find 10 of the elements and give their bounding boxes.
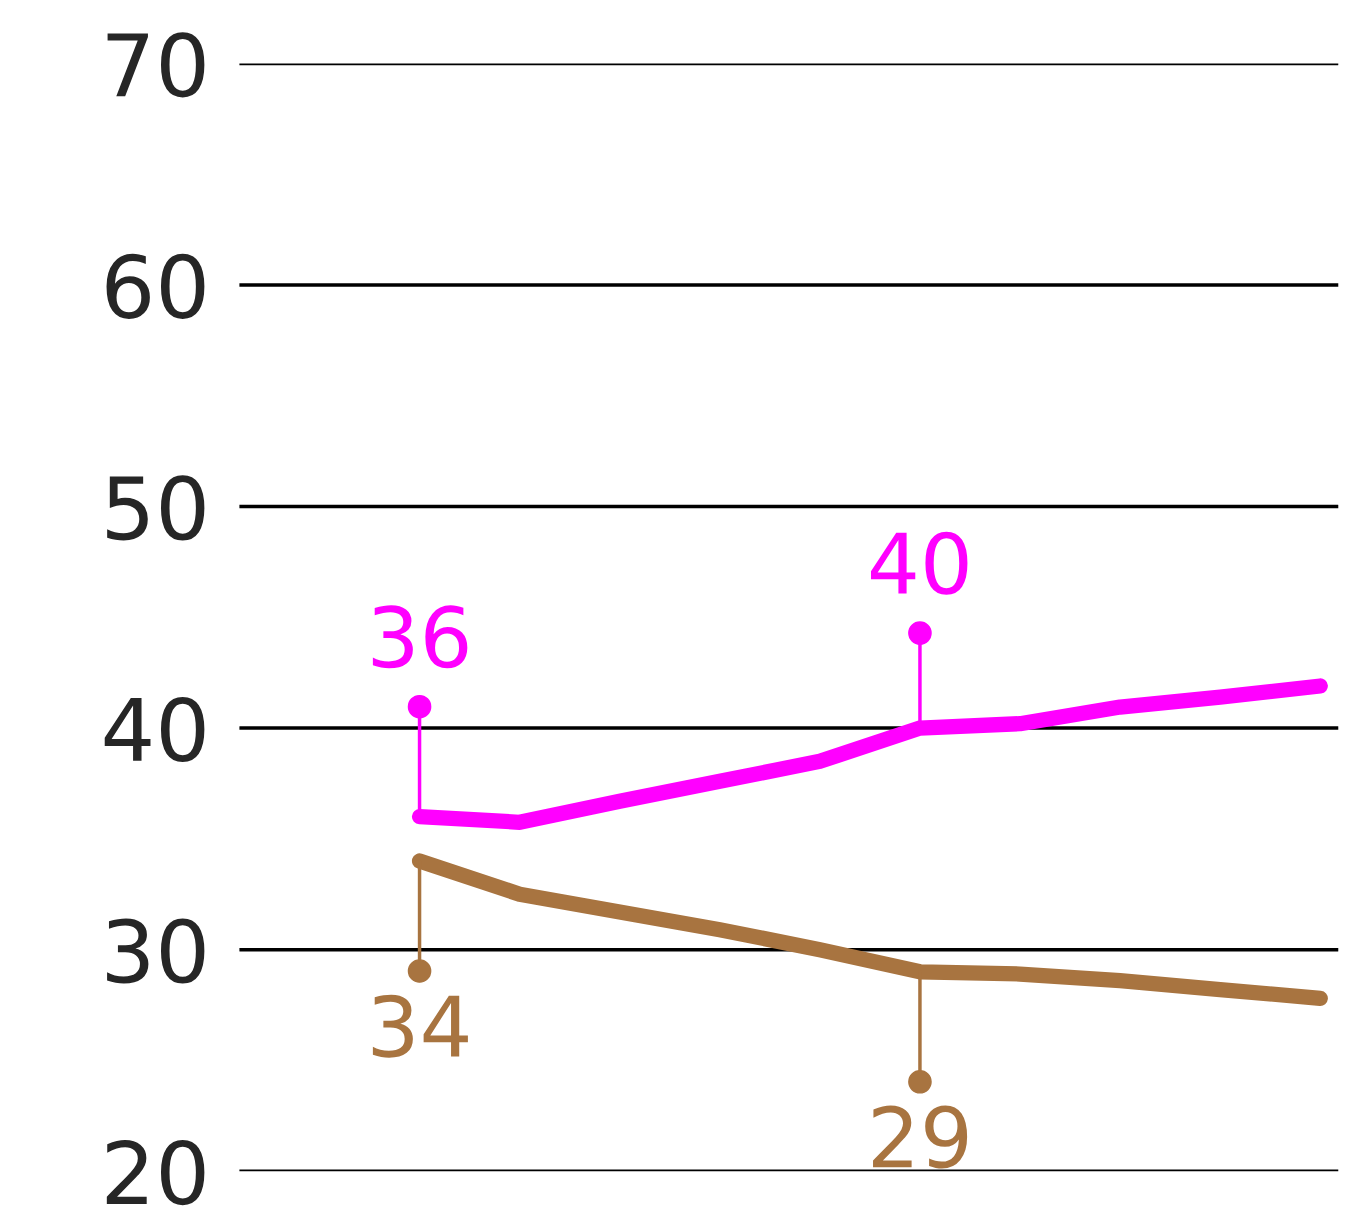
y-tick-label: 40: [104, 696, 205, 763]
y-tick-label: 70: [107, 32, 205, 98]
y-tick-label: 50: [107, 475, 205, 541]
data-label: 34: [372, 994, 468, 1058]
data-label: 36: [372, 605, 468, 669]
y-tick-label: 60: [106, 253, 205, 319]
y-tick-label: 30: [107, 918, 205, 984]
data-label: 29: [873, 1105, 968, 1169]
y-tick-label: 20: [106, 1140, 205, 1206]
data-label: 40: [871, 531, 968, 595]
